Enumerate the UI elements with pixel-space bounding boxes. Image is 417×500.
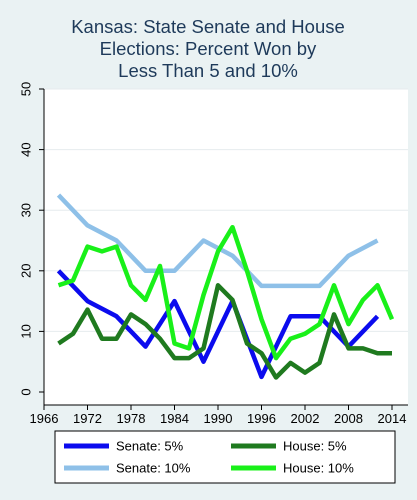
y-tick-label-40: 40: [18, 142, 33, 156]
x-tick-label-1996: 1996: [247, 411, 276, 426]
legend-label-senate-10: Senate: 10%: [116, 461, 191, 476]
y-tick-label-0: 0: [18, 388, 33, 395]
chart-title-line-3: Less Than 5 and 10%: [118, 60, 298, 81]
series-line-house-10: [57, 224, 395, 361]
x-tick-label-1984: 1984: [160, 411, 189, 426]
legend-label-house-10: House: 10%: [283, 461, 354, 476]
x-tick-label-1966: 1966: [30, 411, 59, 426]
legend-label-senate-5: Senate: 5%: [116, 439, 184, 454]
x-tick-label-2002: 2002: [291, 411, 320, 426]
x-tick-label-1978: 1978: [117, 411, 146, 426]
series-line-house-5: [57, 283, 392, 380]
y-tick-label-20: 20: [18, 264, 33, 278]
y-tick-label-30: 30: [18, 203, 33, 217]
x-tick-label-2014: 2014: [378, 411, 407, 426]
grid-lines: [44, 88, 408, 332]
series-group: [56, 193, 395, 380]
chart-title-line-2: Elections: Percent Won by: [100, 38, 317, 59]
x-tick-label-2008: 2008: [334, 411, 363, 426]
y-tick-label-50: 50: [18, 82, 33, 96]
chart-title-line-1: Kansas: State Senate and House: [71, 16, 345, 37]
x-tick-label-1990: 1990: [204, 411, 233, 426]
legend-label-house-5: House: 5%: [283, 439, 347, 454]
plot-area: [44, 89, 408, 405]
legend: Senate: 5% House: 5% Senate: 10% House: 10%: [54, 430, 396, 484]
legend-box: [54, 430, 396, 484]
x-tick-label-1972: 1972: [73, 411, 102, 426]
series-line-senate-5: [56, 269, 380, 380]
y-tick-label-10: 10: [18, 324, 33, 338]
axes: 0 10 20 30 40 50 1966 1972 1978 1984 1990 1996 2002 2…: [18, 82, 408, 426]
